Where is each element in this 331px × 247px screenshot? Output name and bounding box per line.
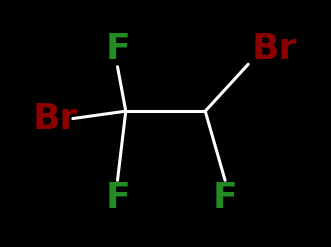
Text: F: F [105,181,130,215]
Text: F: F [213,181,237,215]
Text: Br: Br [252,32,297,66]
Text: Br: Br [33,102,78,136]
Text: F: F [105,32,130,66]
